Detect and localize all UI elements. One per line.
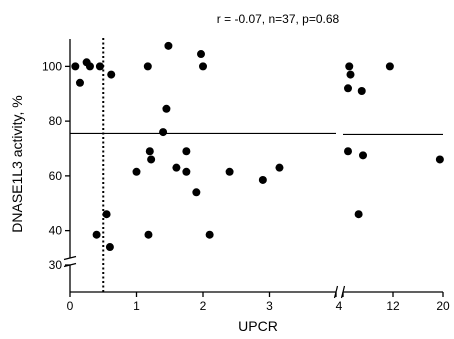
data-points (71, 41, 444, 252)
data-point (182, 147, 191, 156)
data-point (435, 155, 444, 164)
data-point (132, 167, 141, 176)
data-point (71, 62, 80, 71)
data-point (172, 163, 181, 172)
data-point (92, 230, 101, 239)
x-axis-break-mark (333, 285, 339, 299)
data-point (143, 62, 152, 71)
data-point (385, 62, 394, 71)
x-tick-label: 4 (336, 299, 343, 313)
y-axis-break-mark (63, 262, 77, 268)
x-axis-break-mark (340, 285, 346, 299)
stat-annotation: r = -0.07, n=37, p=0.68 (217, 12, 340, 26)
data-point (105, 243, 114, 252)
y-tick-label: 30 (49, 258, 63, 272)
data-point (275, 163, 284, 172)
x-tick-label: 20 (436, 299, 450, 313)
data-point (159, 128, 168, 137)
data-point (345, 62, 354, 71)
data-point (182, 167, 191, 176)
data-point (95, 62, 104, 71)
data-point (344, 147, 352, 156)
data-point (162, 104, 171, 113)
x-axis-label: UPCR (238, 318, 278, 334)
data-point (258, 175, 267, 184)
y-tick-label: 60 (49, 169, 63, 183)
x-tick-label: 2 (200, 299, 207, 313)
x-tick-label: 3 (266, 299, 273, 313)
data-point (192, 188, 201, 197)
data-point (359, 151, 367, 160)
x-tick-label: 0 (67, 299, 74, 313)
data-point (144, 230, 153, 239)
data-point (75, 78, 84, 87)
data-point (205, 230, 214, 239)
x-tick-label: 1 (133, 299, 140, 313)
data-point (145, 147, 154, 156)
data-point (344, 84, 352, 93)
data-point (225, 167, 234, 176)
data-point (357, 87, 366, 96)
reference-lines (70, 38, 443, 292)
y-tick-label: 100 (42, 59, 62, 73)
y-axis-break-mark (63, 255, 77, 261)
data-point (164, 41, 173, 50)
y-tick-label: 40 (49, 224, 63, 238)
data-point (354, 210, 363, 219)
x-tick-label: 12 (386, 299, 400, 313)
data-point (102, 210, 111, 219)
data-point (346, 70, 355, 79)
data-point (107, 70, 116, 79)
data-point (85, 62, 94, 71)
y-tick-label: 80 (49, 114, 63, 128)
data-point (199, 62, 207, 71)
y-axis-label: DNASE1L3 activity, % (9, 95, 25, 232)
data-point (197, 50, 206, 59)
data-point (147, 155, 156, 164)
